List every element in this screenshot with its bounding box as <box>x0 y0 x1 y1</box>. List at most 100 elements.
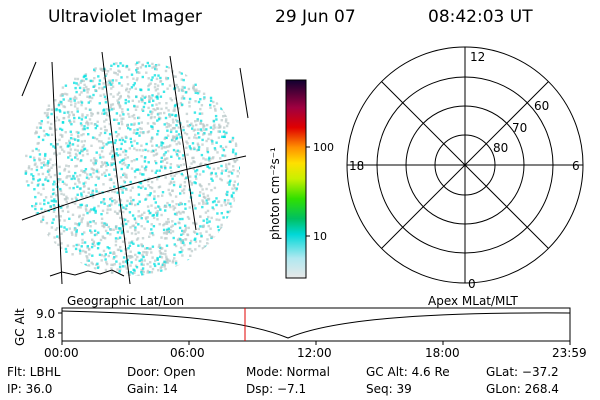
uv-speckle-pixel <box>166 157 169 160</box>
uv-speckle-pixel <box>121 111 124 114</box>
uv-speckle-pixel <box>122 161 126 164</box>
uv-speckle-pixel <box>36 142 39 145</box>
uv-speckle-pixel <box>108 79 111 82</box>
uv-speckle-pixel <box>115 212 119 215</box>
uv-speckle-pixel <box>192 129 196 132</box>
uv-speckle-pixel <box>110 267 113 270</box>
uv-speckle-pixel <box>120 249 123 253</box>
uv-speckle-pixel <box>115 79 118 82</box>
uv-speckle-pixel <box>129 128 132 131</box>
uv-speckle-pixel <box>59 133 62 137</box>
uv-speckle-pixel <box>195 136 198 140</box>
uv-speckle-pixel <box>97 140 101 143</box>
uv-speckle-pixel <box>53 208 56 211</box>
uv-speckle-pixel <box>126 156 130 159</box>
uv-speckle-pixel <box>113 210 117 213</box>
uv-speckle-pixel <box>85 255 88 258</box>
uv-speckle-pixel <box>148 235 151 238</box>
uv-speckle-pixel <box>102 145 106 148</box>
uv-speckle-pixel <box>186 153 189 156</box>
uv-speckle-pixel <box>34 132 37 135</box>
uv-speckle-pixel <box>176 154 179 157</box>
uv-speckle-pixel <box>234 154 237 157</box>
uv-speckle-pixel <box>81 115 84 118</box>
uv-speckle-pixel <box>127 100 130 103</box>
uv-speckle-pixel <box>47 104 51 107</box>
uv-speckle-pixel <box>52 145 55 148</box>
uv-speckle-pixel <box>189 147 192 150</box>
uv-speckle-pixel <box>58 109 61 112</box>
mlat-label-80: 80 <box>493 141 508 155</box>
uv-speckle-pixel <box>179 246 183 250</box>
uv-speckle-pixel <box>156 133 159 136</box>
uv-speckle-pixel <box>121 64 125 67</box>
uv-speckle-pixel <box>185 112 189 116</box>
uv-speckle-pixel <box>198 194 201 197</box>
uv-speckle-pixel <box>99 67 102 70</box>
uv-speckle-pixel <box>95 170 98 173</box>
uv-speckle-pixel <box>110 64 113 67</box>
uv-speckle-pixel <box>160 269 163 272</box>
uv-speckle-pixel <box>172 183 176 187</box>
uv-speckle-pixel <box>157 74 160 77</box>
uv-speckle-pixel <box>80 194 83 197</box>
uv-speckle-pixel <box>212 125 215 128</box>
uv-speckle-pixel <box>173 104 177 108</box>
uv-speckle-pixel <box>93 233 97 237</box>
uv-speckle-pixel <box>149 265 152 268</box>
uv-speckle-pixel <box>61 148 64 151</box>
uv-speckle-pixel <box>128 202 132 205</box>
uv-speckle-pixel <box>140 271 143 274</box>
uv-speckle-pixel <box>99 156 102 159</box>
uv-speckle-pixel <box>192 167 196 171</box>
uv-speckle-pixel <box>77 131 80 134</box>
uv-speckle-pixel <box>82 87 86 90</box>
uv-speckle-pixel <box>41 138 45 142</box>
uv-speckle-pixel <box>132 84 135 87</box>
uv-speckle-pixel <box>161 252 164 255</box>
uv-speckle-pixel <box>153 264 157 268</box>
uv-speckle-pixel <box>187 200 191 203</box>
uv-speckle-pixel <box>81 113 84 116</box>
uv-speckle-pixel <box>214 172 218 175</box>
uv-speckle-pixel <box>73 116 76 120</box>
uv-speckle-pixel <box>171 224 174 227</box>
uv-speckle-pixel <box>74 232 78 236</box>
uv-speckle-pixel <box>202 200 205 203</box>
uv-speckle-pixel <box>107 190 110 193</box>
uv-speckle-pixel <box>174 195 178 198</box>
uv-speckle-pixel <box>121 162 124 166</box>
uv-speckle-pixel <box>144 65 148 68</box>
uv-speckle-pixel <box>150 97 153 100</box>
uv-speckle-pixel <box>78 116 81 120</box>
uv-speckle-pixel <box>130 202 133 206</box>
uv-speckle-pixel <box>120 122 124 126</box>
uv-speckle-pixel <box>37 173 40 176</box>
uv-speckle-pixel <box>52 200 56 203</box>
uv-speckle-pixel <box>201 138 204 142</box>
uv-speckle-pixel <box>36 184 40 187</box>
uv-speckle-pixel <box>172 121 175 124</box>
uv-speckle-pixel <box>202 133 205 136</box>
uv-speckle-pixel <box>125 188 128 191</box>
mlat-label-70: 70 <box>512 121 527 135</box>
uv-speckle-pixel <box>80 245 83 248</box>
uv-speckle-pixel <box>212 100 215 104</box>
uv-speckle-pixel <box>211 179 214 182</box>
uv-speckle-pixel <box>230 205 233 208</box>
uv-speckle-pixel <box>176 86 179 89</box>
uv-speckle-pixel <box>94 162 97 165</box>
uv-speckle-pixel <box>78 174 82 177</box>
uv-speckle-pixel <box>153 197 156 201</box>
uv-speckle-pixel <box>126 199 129 203</box>
uv-speckle-pixel <box>158 249 162 253</box>
uv-speckle-pixel <box>121 189 124 192</box>
uv-speckle-pixel <box>144 148 147 152</box>
uv-speckle-pixel <box>46 112 49 115</box>
uv-speckle-pixel <box>47 108 51 111</box>
longitude-line <box>239 67 249 119</box>
uv-speckle-pixel <box>121 108 124 111</box>
uv-speckle-pixel <box>82 213 85 217</box>
uv-speckle-pixel <box>179 183 182 187</box>
uv-speckle-pixel <box>92 171 95 175</box>
